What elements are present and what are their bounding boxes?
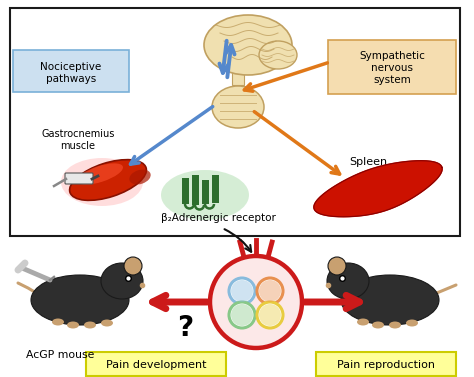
Text: Sympathetic
nervous
system: Sympathetic nervous system [359, 51, 425, 84]
Ellipse shape [259, 41, 297, 69]
Text: Gastrocnemius
muscle: Gastrocnemius muscle [41, 129, 115, 151]
Bar [10, 8, 460, 236]
Ellipse shape [70, 159, 146, 200]
FancyBboxPatch shape [86, 352, 226, 376]
Ellipse shape [52, 319, 64, 325]
Ellipse shape [372, 322, 384, 328]
Text: β₂Adrenergic receptor: β₂Adrenergic receptor [161, 213, 275, 223]
Ellipse shape [327, 263, 369, 299]
Circle shape [229, 302, 255, 328]
FancyBboxPatch shape [316, 352, 456, 376]
Ellipse shape [212, 86, 264, 128]
Circle shape [231, 304, 253, 326]
Text: ?: ? [177, 314, 193, 342]
Ellipse shape [406, 319, 418, 326]
Circle shape [328, 257, 346, 275]
Ellipse shape [341, 275, 439, 325]
Bar [202, 180, 209, 204]
Ellipse shape [204, 15, 292, 75]
FancyBboxPatch shape [328, 40, 456, 94]
Circle shape [210, 256, 302, 348]
Ellipse shape [61, 158, 143, 206]
Ellipse shape [77, 163, 123, 185]
Circle shape [259, 304, 281, 326]
Ellipse shape [101, 319, 113, 326]
Ellipse shape [101, 263, 143, 299]
Ellipse shape [67, 322, 79, 328]
Polygon shape [314, 161, 442, 217]
Circle shape [231, 280, 253, 302]
FancyBboxPatch shape [13, 50, 129, 92]
Text: AcGP mouse: AcGP mouse [26, 350, 94, 360]
Ellipse shape [129, 170, 151, 184]
Ellipse shape [389, 322, 401, 328]
Text: Pain reproduction: Pain reproduction [337, 360, 435, 370]
Bar [182, 178, 189, 204]
Ellipse shape [84, 322, 96, 328]
FancyBboxPatch shape [65, 173, 93, 184]
Circle shape [259, 280, 281, 302]
Ellipse shape [31, 275, 129, 325]
Text: Pain development: Pain development [106, 360, 206, 370]
Text: Spleen: Spleen [349, 157, 387, 167]
Bar [212, 175, 219, 203]
Ellipse shape [357, 319, 369, 325]
Bar [232, 67, 244, 85]
Circle shape [124, 257, 142, 275]
Bar [192, 175, 199, 205]
Circle shape [257, 302, 283, 328]
Circle shape [257, 278, 283, 304]
Circle shape [229, 278, 255, 304]
Ellipse shape [161, 170, 249, 220]
Text: Nociceptive
pathways: Nociceptive pathways [40, 62, 101, 84]
